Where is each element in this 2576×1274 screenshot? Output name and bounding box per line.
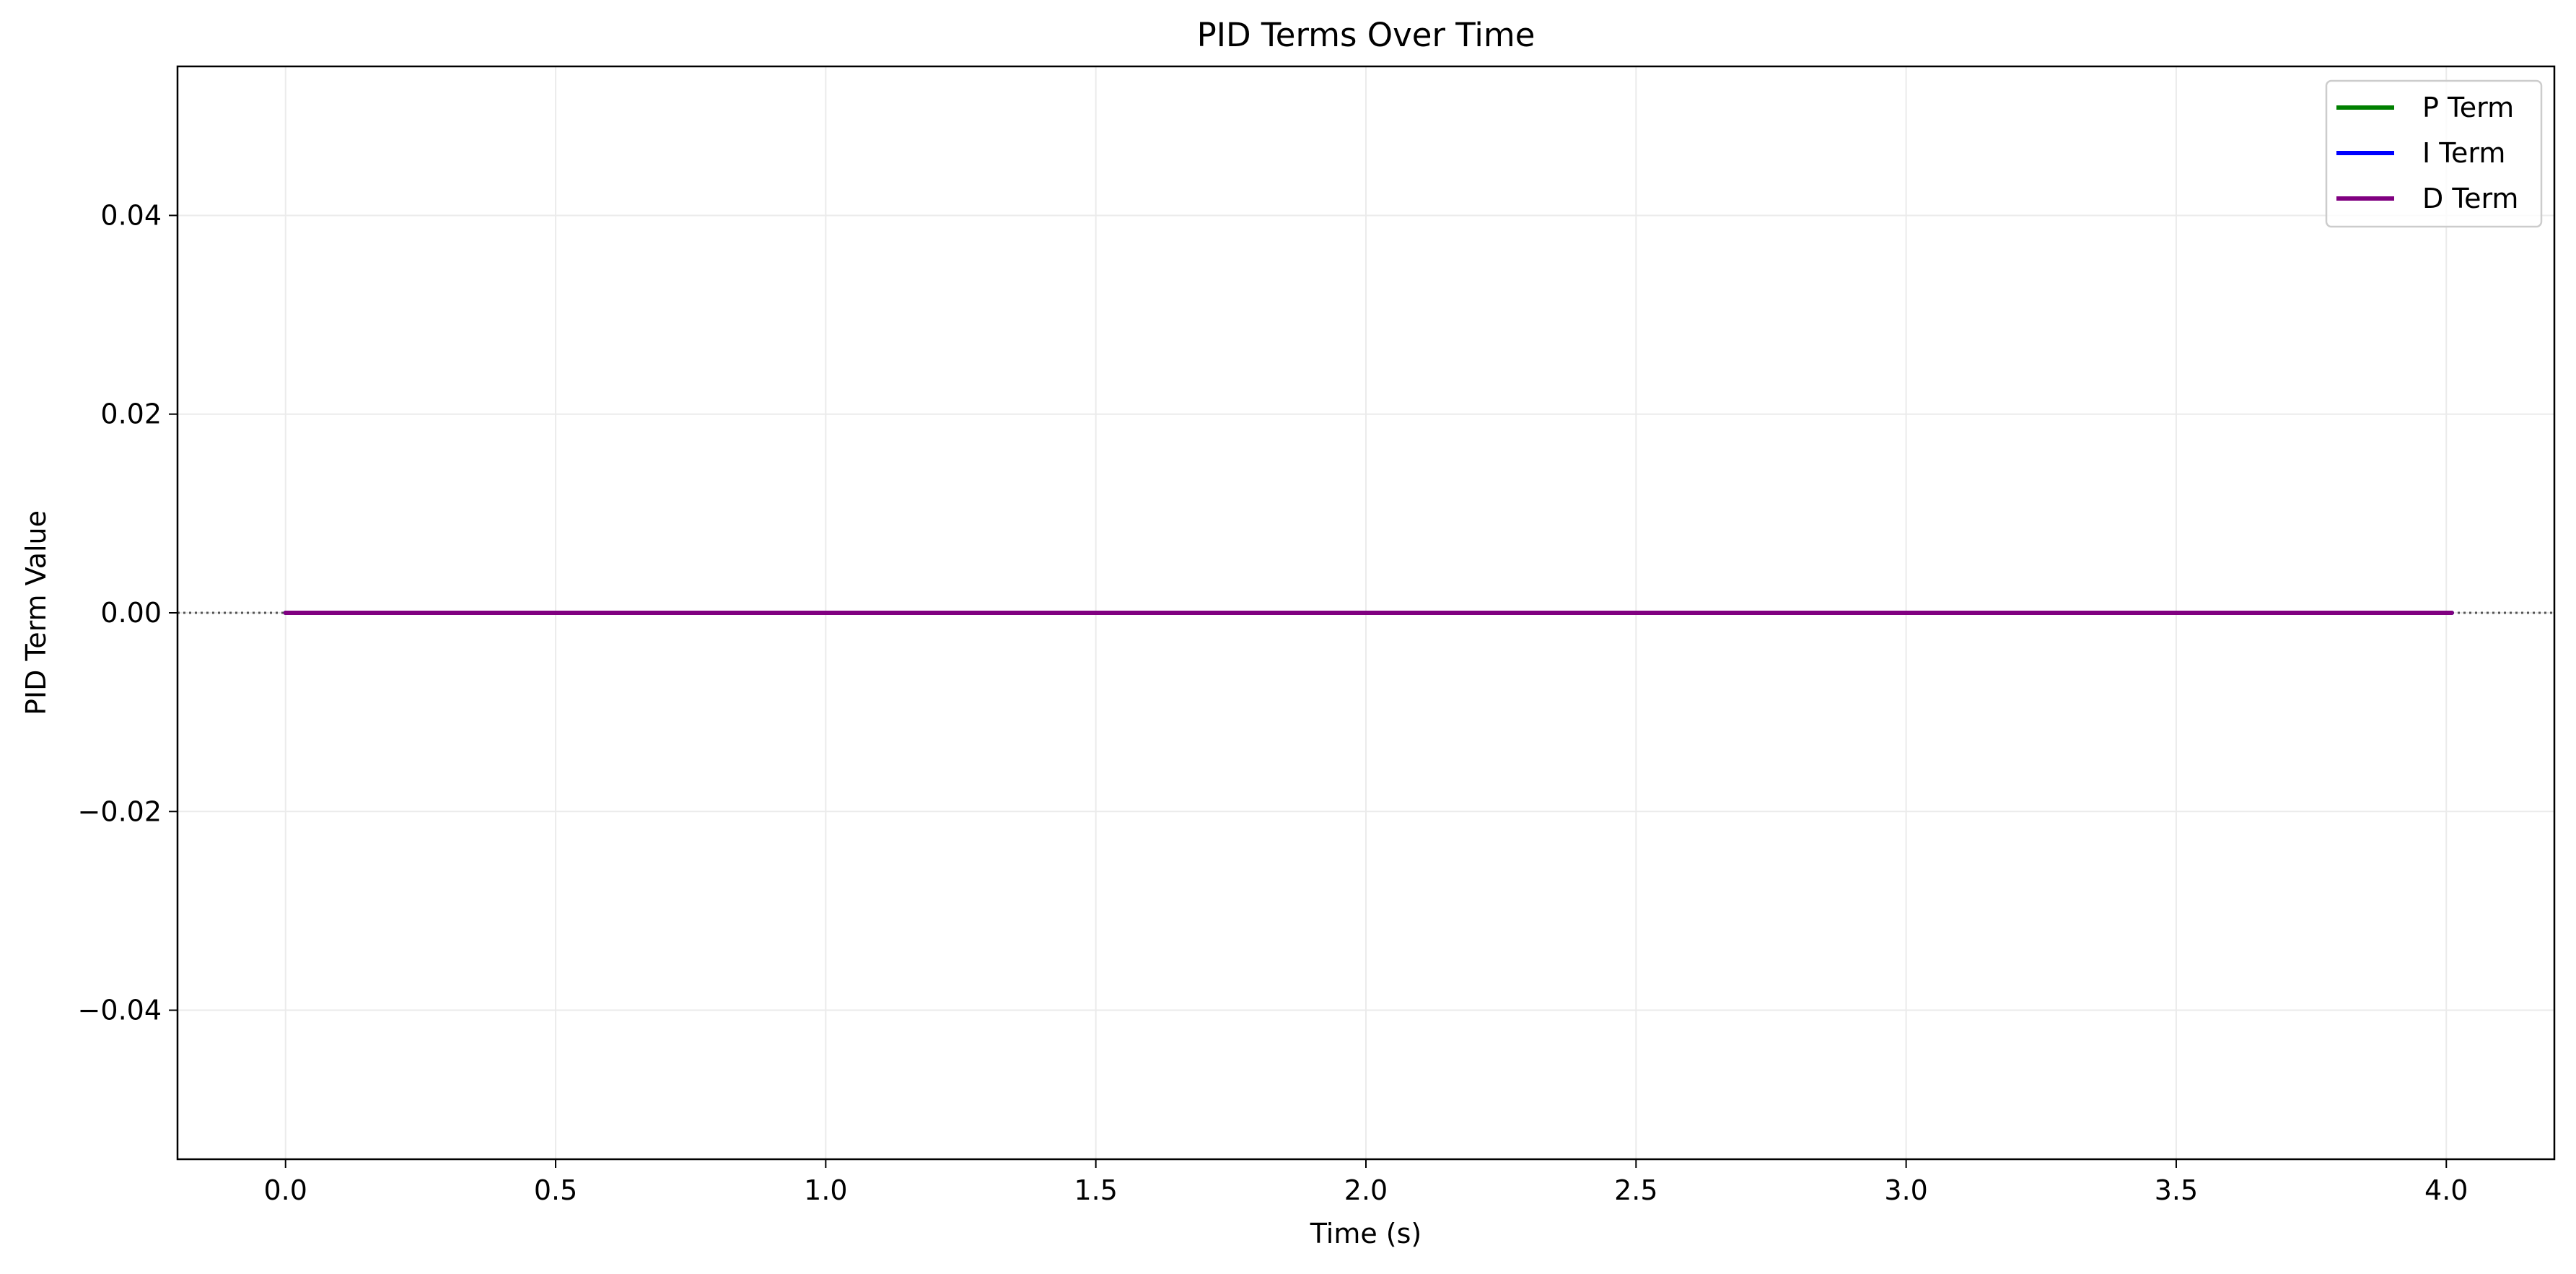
- y-tick-label: 0.02: [100, 398, 162, 430]
- y-tick-label: 0.04: [100, 199, 162, 231]
- x-tick-label: 0.5: [534, 1174, 577, 1206]
- y-axis-label: PID Term Value: [20, 510, 52, 715]
- legend-box: [2325, 79, 2543, 228]
- chart-title: PID Terms Over Time: [1197, 16, 1535, 54]
- x-tick-label: 1.5: [1074, 1174, 1117, 1206]
- x-axis: 0.0 0.5 1.0 1.5 2.0 2.5 3.0 3.5 4.0: [264, 1159, 2468, 1206]
- y-tick-label: −0.02: [78, 795, 162, 827]
- x-axis-label: Time (s): [1310, 1218, 1422, 1249]
- y-axis: 0.04 0.02 0.00 −0.02 −0.04: [78, 199, 178, 1026]
- legend: P Term I Term D Term: [2325, 79, 2543, 228]
- x-tick-label: 2.0: [1344, 1174, 1388, 1206]
- legend-label-p-term: P Term: [2422, 92, 2514, 123]
- y-tick-label: −0.04: [78, 995, 162, 1026]
- x-tick-label: 2.5: [1614, 1174, 1657, 1206]
- x-tick-label: 3.0: [1884, 1174, 1927, 1206]
- x-tick-label: 4.0: [2424, 1174, 2468, 1206]
- legend-items: P Term I Term D Term: [2336, 92, 2518, 214]
- y-tick-label: 0.00: [100, 597, 162, 629]
- legend-label-i-term: I Term: [2422, 137, 2505, 169]
- x-tick-label: 3.5: [2155, 1174, 2198, 1206]
- x-tick-label: 0.0: [264, 1174, 307, 1206]
- legend-label-d-term: D Term: [2422, 183, 2518, 214]
- x-tick-label: 1.0: [804, 1174, 847, 1206]
